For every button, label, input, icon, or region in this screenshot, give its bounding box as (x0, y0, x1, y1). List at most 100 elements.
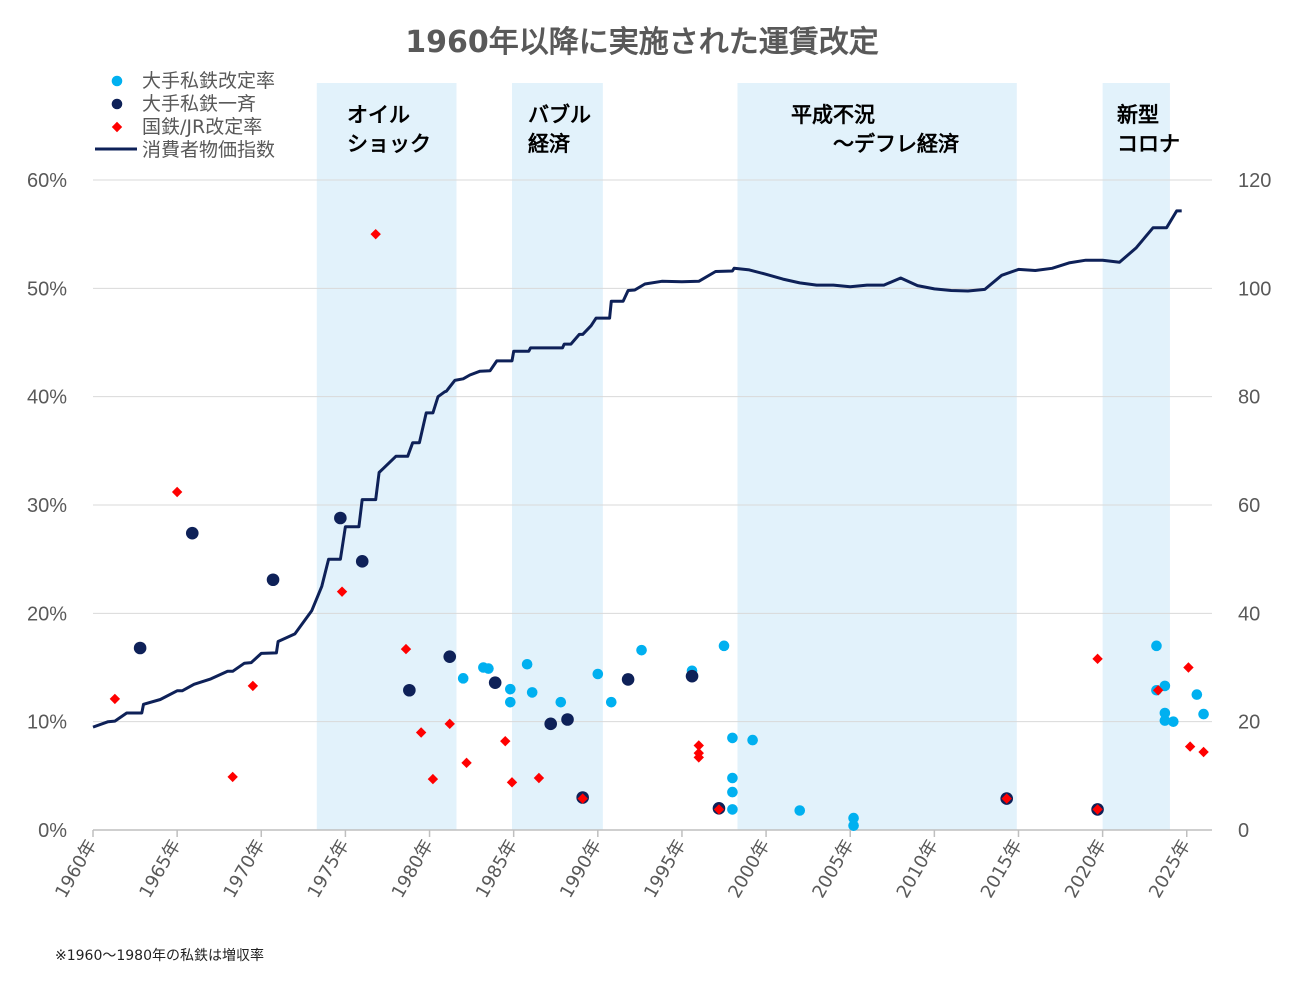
private-rail-rate-point (636, 644, 647, 656)
jr-rate-point (171, 486, 183, 498)
private-rail-simultaneous-point (355, 555, 369, 568)
jr-rate-point (1092, 804, 1103, 815)
y-left-tick-label: 40% (27, 387, 67, 409)
jr-rate-point (693, 740, 704, 751)
private-rail-rate-point (483, 663, 494, 674)
legend-label-2: 国鉄/JR改定率 (142, 116, 262, 138)
x-tick-label: 1995年 (640, 836, 690, 902)
y-left-tick-label: 30% (27, 495, 67, 517)
legend-marker-1 (111, 98, 123, 110)
private-rail-simultaneous-point (403, 683, 416, 697)
axes: 0% 0 10% 20 20% 40 30% 60 40% 80 50% 100 60% 120 1960年… (27, 170, 1271, 902)
jr-rate-point (461, 757, 472, 769)
legend-label-1: 大手私鉄一斉 (142, 93, 256, 115)
private-rail-rate-point (1159, 707, 1171, 719)
y-left-tick-label: 10% (27, 712, 67, 734)
x-tick-label: 2000年 (724, 836, 774, 902)
jr-rate-point (506, 777, 518, 788)
footnote: ※1960〜1980年の私鉄は増収率 (55, 947, 264, 964)
private-rail-rate-point (727, 772, 738, 784)
y-left-tick-label: 0% (38, 820, 67, 842)
private-rail-rate-point (727, 804, 738, 815)
period-band-0 (316, 83, 457, 830)
x-tick-label: 2025年 (1145, 836, 1195, 902)
private-rail-simultaneous-point (621, 673, 635, 686)
jr-rate-point (444, 718, 455, 730)
legend-label-0: 大手私鉄改定率 (142, 70, 275, 92)
private-rail-rate-point (555, 696, 567, 708)
x-tick-label: 1970年 (220, 836, 270, 902)
private-rail-rate-point (521, 658, 533, 670)
legend-marker-2 (111, 121, 123, 133)
private-rail-rate-point (1151, 640, 1162, 652)
private-rail-rate-point (457, 673, 469, 684)
private-rail-rate-point (526, 687, 538, 698)
period-label-2: 平成不況 〜デフレ経済 (791, 103, 960, 156)
jr-rate-point (336, 586, 348, 597)
y-left-tick-label: 60% (27, 170, 67, 192)
jr-rate-point (227, 771, 238, 783)
jr-rate-point (247, 680, 259, 692)
jr-rate-point (533, 772, 545, 784)
y-right-tick-label: 0 (1238, 820, 1249, 842)
jr-rate-point (693, 752, 704, 763)
x-tick-label: 2010年 (893, 836, 943, 902)
period-band-1 (511, 83, 603, 830)
jr-rate-point (1152, 685, 1164, 696)
private-rail-simultaneous-point (185, 526, 199, 540)
jr-rate-point (1183, 662, 1194, 673)
jr-rate-point (1092, 653, 1103, 665)
jr-rate-point (1001, 793, 1012, 804)
x-tick-label: 1985年 (472, 836, 522, 902)
private-rail-rate-point (1198, 708, 1209, 720)
jr-rate-point (370, 228, 381, 240)
private-rail-rate-point (505, 683, 516, 695)
jr-rate-point (1198, 746, 1209, 758)
cpi-line (92, 209, 1182, 729)
private-rail-rate-point (727, 732, 738, 744)
y-right-tick-label: 60 (1238, 495, 1260, 517)
private-rail-rate-point (848, 820, 859, 831)
period-band-2 (737, 83, 1017, 830)
jr-rate-point (415, 727, 427, 738)
jr-rate-point (713, 804, 725, 815)
period-label-0: オイルショック (347, 103, 431, 156)
private-rail-rate-point (727, 786, 738, 798)
private-rail-simultaneous-point (133, 641, 147, 655)
period-label-1: バブル経済 (528, 103, 591, 156)
jr-rate-point (577, 793, 588, 804)
x-tick-label: 1965年 (135, 836, 185, 902)
private-rail-simultaneous-point (561, 713, 574, 726)
private-rail-rate-point (848, 812, 859, 824)
jr-rate-point (500, 735, 511, 747)
scatter-points (109, 228, 1209, 831)
private-rail-simultaneous-point (685, 669, 699, 683)
y-right-tick-label: 80 (1238, 387, 1260, 409)
jr-rate-point (400, 643, 412, 655)
x-tick-label: 1960年 (51, 836, 101, 902)
private-rail-rate-point (1159, 680, 1171, 692)
y-right-tick-label: 20 (1238, 712, 1260, 734)
legend-marker-0 (111, 75, 123, 87)
private-rail-rate-point (605, 696, 617, 708)
y-left-tick-label: 50% (27, 278, 67, 300)
x-tick-label: 2015年 (977, 836, 1027, 902)
private-rail-simultaneous-point (266, 573, 280, 587)
x-tick-label: 2005年 (808, 836, 858, 902)
private-rail-simultaneous-point (334, 511, 347, 525)
jr-rate-point (427, 773, 439, 785)
period-band-3 (1102, 83, 1170, 830)
period-bands (316, 83, 1170, 830)
private-rail-rate-point (1167, 716, 1179, 727)
private-rail-simultaneous-point (488, 676, 502, 689)
y-right-tick-label: 100 (1238, 278, 1271, 300)
legend-label-3: 消費者物価指数 (142, 139, 275, 161)
private-rail-rate-point (505, 696, 516, 708)
private-rail-rate-point (794, 805, 806, 816)
y-right-tick-label: 120 (1238, 170, 1271, 192)
y-left-tick-label: 20% (27, 603, 67, 625)
x-tick-label: 1990年 (556, 836, 606, 902)
period-label-3: 新型コロナ (1117, 103, 1180, 156)
x-tick-label: 1975年 (304, 836, 354, 902)
